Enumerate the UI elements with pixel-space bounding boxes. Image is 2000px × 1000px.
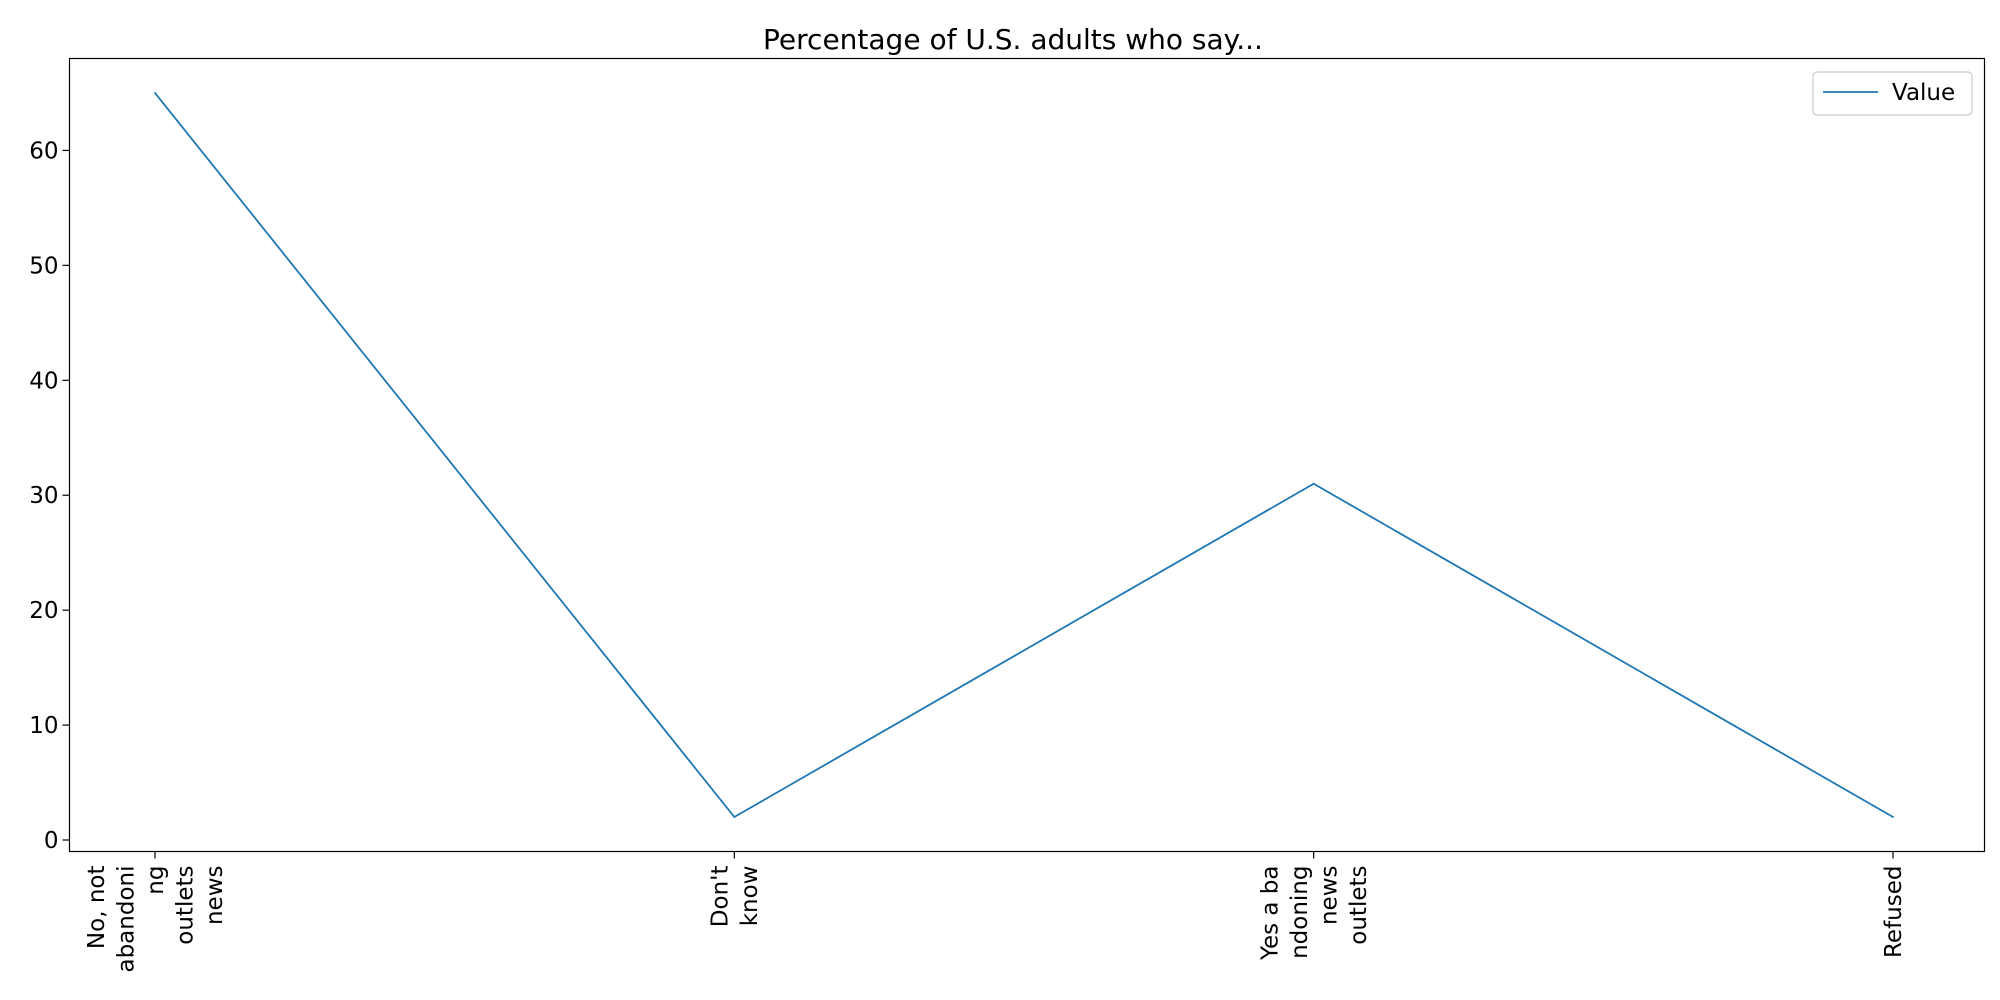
y-tick-label: 20 (29, 598, 58, 624)
chart-title: Percentage of U.S. adults who say... (763, 23, 1263, 56)
series-layer (154, 92, 1894, 819)
x-tick-label-line: outlets (1346, 866, 1372, 945)
x-tick-label-line: ng (143, 866, 169, 895)
x-tick-label: No, not abandoni ng outlets news (84, 866, 228, 973)
x-tick-label: Don't know (708, 866, 764, 928)
series-line (154, 92, 1894, 819)
y-tick-label: 50 (29, 253, 58, 279)
x-tick-label-line: outlets (173, 866, 199, 945)
x-tick-label-line: Refused (1881, 866, 1907, 959)
x-tick-label-line: news (202, 866, 228, 926)
y-tick-label: 10 (29, 713, 58, 739)
data-point (1312, 482, 1315, 485)
x-axis: No, not abandoni ng outlets news Don't know Yes… (84, 851, 1907, 973)
plot-area (68, 57, 1986, 853)
x-tick-label-line: know (737, 866, 763, 927)
x-tick-label-line: No, not (84, 866, 110, 950)
y-tick-label: 30 (29, 483, 58, 509)
x-tick-label: Yes a ba ndoning news outlets (1257, 866, 1372, 962)
x-tick-label: Refused (1881, 866, 1907, 959)
data-point (733, 816, 736, 818)
x-tick-label-line: Yes a ba (1257, 866, 1283, 962)
y-axis: 0 10 20 30 40 50 60 (29, 138, 70, 854)
x-tick-label-line: abandoni (114, 866, 140, 973)
x-tick-label-line: Don't (708, 866, 734, 928)
y-tick-label: 0 (44, 828, 59, 854)
x-tick-label-line: ndoning (1287, 866, 1313, 959)
legend-label: Value (1892, 80, 1955, 106)
legend-box (1812, 71, 1973, 116)
legend: Value (1812, 71, 1973, 116)
data-point (1892, 816, 1894, 818)
y-tick-label: 60 (29, 138, 58, 164)
x-tick-label-line: news (1316, 866, 1342, 926)
data-point (154, 92, 156, 94)
y-tick-label: 40 (29, 368, 58, 394)
